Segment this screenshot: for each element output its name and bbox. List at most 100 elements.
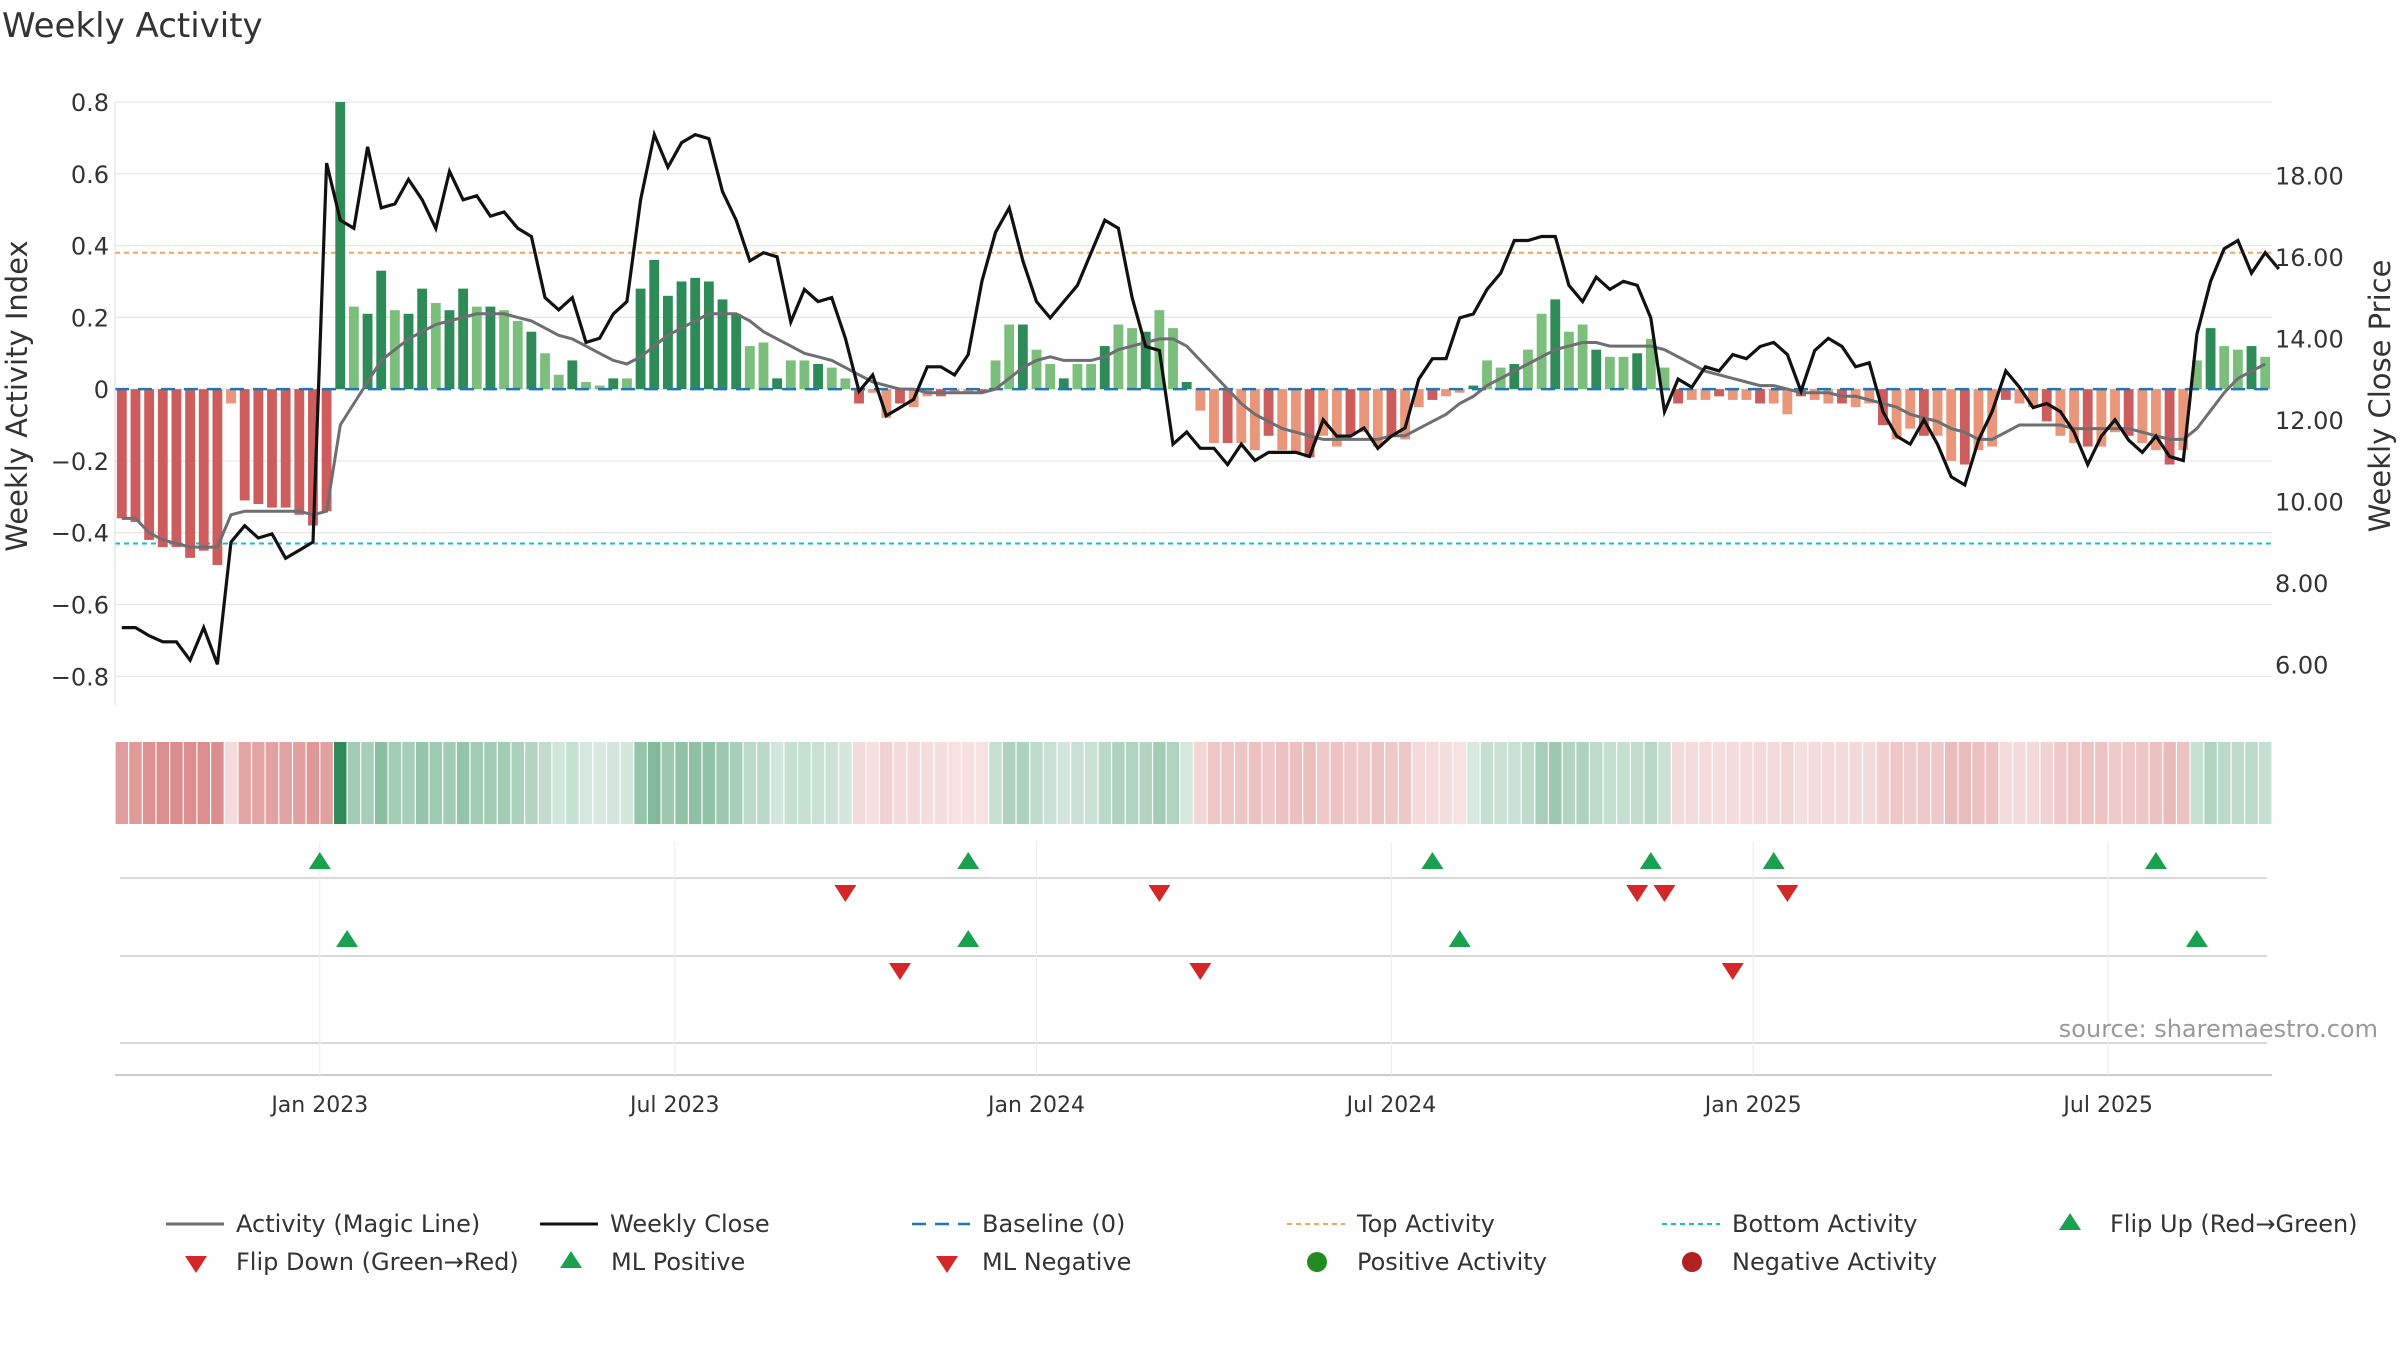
heat-strip-cell <box>798 742 811 824</box>
source-label: source: sharemaestro.com <box>2059 1015 2378 1043</box>
heat-strip-cell <box>1248 742 1262 824</box>
heat-strip-cell <box>1016 742 1030 824</box>
activity-bar <box>1714 389 1725 397</box>
heat-strip-cell <box>2095 742 2108 824</box>
activity-bar <box>1345 389 1356 436</box>
activity-bar <box>1290 389 1301 454</box>
heat-strip-cell <box>2067 742 2081 824</box>
ml-positive-marker <box>336 930 359 947</box>
activity-bar <box>976 389 987 393</box>
y2-tick-label: 18.00 <box>2275 162 2344 190</box>
heat-strip-cell <box>1207 742 1221 824</box>
activity-bar <box>2082 389 2093 447</box>
activity-bar <box>1099 346 1110 390</box>
heat-strip-cell <box>1153 742 1166 824</box>
activity-bar <box>2137 389 2148 443</box>
heat-strip-cell <box>2149 742 2163 824</box>
heat-strip-cell <box>2108 742 2122 824</box>
activity-bar <box>1372 389 1383 447</box>
activity-bar <box>1700 389 1711 400</box>
activity-bar <box>813 364 823 390</box>
activity-bar <box>116 389 127 519</box>
activity-bar <box>963 389 974 393</box>
heat-strip-cell <box>525 742 538 824</box>
heat-strip-cell <box>702 742 716 824</box>
heat-strip-cell <box>921 742 934 824</box>
heat-strip-cell <box>620 742 634 824</box>
flip-up-marker <box>1421 852 1444 869</box>
activity-bar <box>294 389 305 515</box>
heat-strip-cell <box>1576 742 1589 824</box>
heat-strip-cell <box>2258 742 2272 824</box>
heat-strip-cell <box>593 742 606 824</box>
heat-strip-cell <box>648 742 661 824</box>
activity-bar <box>1905 389 1916 429</box>
activity-bar <box>622 378 632 390</box>
activity-bar <box>1741 389 1752 400</box>
legend-label: Flip Down (Green→Red) <box>236 1248 519 1276</box>
y2-tick-label: 16.00 <box>2275 244 2344 272</box>
heat-strip-cell <box>1344 742 1357 824</box>
heat-strip-cell <box>1221 742 1234 824</box>
heat-strip-cell <box>634 742 647 824</box>
heat-strip-cell <box>1194 742 1207 824</box>
heat-strip-cell <box>170 742 183 824</box>
activity-bar <box>2151 389 2161 451</box>
activity-bar <box>758 342 769 390</box>
activity-bar <box>2000 389 2011 400</box>
activity-bar <box>1591 349 1602 390</box>
heat-strip-cell <box>183 742 197 824</box>
heat-strip-cell <box>2231 742 2245 824</box>
heat-strip-cell <box>1071 742 1084 824</box>
activity-bar <box>512 320 523 390</box>
activity-bar <box>130 389 141 522</box>
activity-bar <box>1782 389 1793 415</box>
legend-label: Positive Activity <box>1357 1248 1547 1276</box>
activity-bar <box>676 281 687 390</box>
heat-strip-cell <box>1658 742 1671 824</box>
activity-bar <box>567 360 578 390</box>
heat-strip-cell <box>1630 742 1644 824</box>
heat-strip-cell <box>1043 742 1057 824</box>
heat-strip-cell <box>866 742 879 824</box>
heat-strip-cell <box>1671 742 1685 824</box>
activity-bar <box>226 389 236 404</box>
x-tick-label: Jul 2023 <box>628 1093 720 1118</box>
activity-bar <box>1618 356 1629 390</box>
heat-strip-cell <box>197 742 210 824</box>
heat-strip-cell <box>1685 742 1699 824</box>
heat-strip-cell <box>2026 742 2040 824</box>
x-tick-label: Jan 2025 <box>1703 1093 1802 1118</box>
heat-strip-cell <box>306 742 320 824</box>
activity-bar <box>1304 389 1315 458</box>
legend-label: Top Activity <box>1356 1210 1495 1238</box>
heat-strip-cell <box>1084 742 1098 824</box>
heat-strip-cell <box>2122 742 2135 824</box>
weekly-close-series <box>121 129 2281 665</box>
y2-tick-label: 12.00 <box>2275 407 2344 435</box>
activity-bar <box>2260 356 2271 390</box>
heat-strip-cell <box>361 742 374 824</box>
activity-bar <box>1727 389 1738 400</box>
activity-bar <box>2110 389 2120 433</box>
activity-bar <box>1768 389 1779 404</box>
heat-strip-cell <box>1958 742 1972 824</box>
activity-bar <box>553 374 564 390</box>
activity-bar <box>785 360 796 390</box>
activity-bar <box>403 313 414 390</box>
activity-bar <box>1550 299 1561 390</box>
activity-bar <box>430 303 441 390</box>
activity-bar <box>594 385 605 390</box>
heat-strip-cell <box>1357 742 1371 824</box>
activity-bar <box>348 306 359 390</box>
activity-bar <box>157 389 168 548</box>
legend-label: Flip Up (Red→Green) <box>2110 1210 2358 1238</box>
activity-bar <box>2123 389 2134 436</box>
activity-bar <box>1864 389 1875 404</box>
heat-strip-cell <box>2081 742 2094 824</box>
legend-label: Baseline (0) <box>982 1210 1125 1238</box>
heat-strip-cell <box>1398 742 1412 824</box>
heat-strip-cell <box>907 742 920 824</box>
x-tick-label: Jul 2025 <box>2061 1093 2153 1118</box>
chart-title: Weekly Activity <box>2 6 263 46</box>
